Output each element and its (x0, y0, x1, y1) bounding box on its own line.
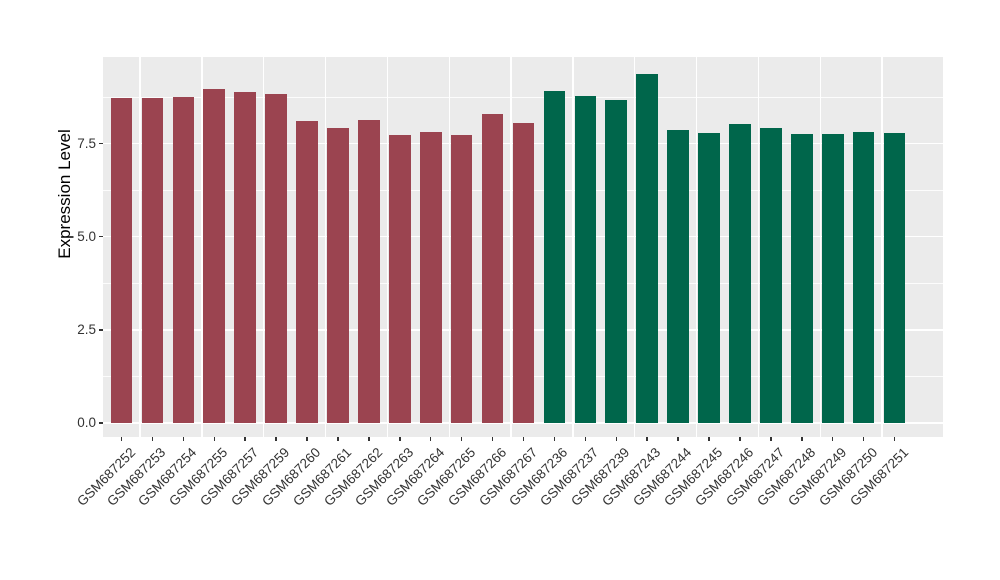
bar-GSM687267 (512, 123, 535, 423)
x-tick-mark (831, 437, 834, 441)
bar-GSM687265 (450, 134, 473, 423)
x-tick-mark (151, 437, 154, 441)
gridline-vertical (572, 57, 574, 437)
bar-GSM687243 (636, 73, 658, 423)
y-tick-label-2.5: 2.5 (77, 321, 96, 337)
bar-GSM687259 (265, 94, 287, 423)
x-tick-mark (368, 437, 370, 441)
x-tick-mark (120, 437, 123, 441)
bar-GSM687257 (234, 92, 257, 423)
gridline-vertical (386, 57, 389, 437)
y-tick-label-0.0: 0.0 (77, 415, 96, 430)
bar-GSM687236 (543, 91, 566, 423)
x-tick-mark (801, 437, 803, 441)
bar-GSM687239 (605, 100, 628, 423)
bar-GSM687253 (141, 97, 164, 423)
y-tick-mark (99, 422, 103, 424)
bar-GSM687262 (358, 119, 380, 423)
x-tick-mark (522, 437, 525, 441)
gridline-vertical (757, 57, 760, 437)
x-tick-mark (677, 437, 679, 441)
gridline-vertical (634, 57, 636, 437)
bar-GSM687251 (883, 133, 906, 423)
gridline-vertical (943, 57, 944, 437)
x-tick-mark (739, 437, 741, 441)
gridline-vertical (510, 57, 512, 437)
bar-GSM687261 (327, 128, 349, 423)
x-tick-mark (244, 437, 246, 441)
bar-GSM687254 (172, 96, 195, 423)
x-tick-mark (615, 437, 617, 441)
plot-panel (103, 57, 944, 437)
x-tick-mark (584, 437, 587, 441)
gridline-vertical (139, 57, 141, 437)
gridline-vertical (448, 57, 450, 437)
gridline-vertical (695, 57, 698, 437)
bar-GSM687247 (760, 128, 782, 423)
gridline-vertical (201, 57, 203, 437)
bar-GSM687255 (203, 89, 226, 423)
bar-GSM687260 (296, 121, 318, 423)
bar-GSM687264 (419, 131, 442, 423)
x-tick-mark (491, 437, 494, 441)
y-tick-mark (99, 142, 103, 145)
bar-GSM687266 (481, 114, 504, 423)
gridline-vertical (881, 57, 883, 437)
bar-GSM687248 (790, 133, 813, 423)
bar-GSM687245 (698, 132, 720, 423)
x-tick-mark (182, 437, 185, 441)
bar-GSM687249 (821, 133, 844, 423)
y-tick-label-7.5: 7.5 (77, 135, 96, 151)
x-tick-mark (306, 437, 308, 441)
bar-GSM687244 (667, 129, 689, 423)
bar-GSM687250 (852, 131, 875, 423)
gridline-vertical (819, 57, 821, 437)
x-tick-mark (213, 437, 216, 441)
bar-GSM687246 (729, 123, 751, 423)
bar-GSM687263 (389, 134, 411, 423)
bar-GSM687252 (110, 97, 133, 423)
y-tick-mark (99, 235, 103, 238)
x-tick-mark (708, 437, 710, 441)
x-tick-mark (862, 437, 865, 441)
bar-GSM687237 (574, 95, 597, 423)
gridline-vertical (263, 57, 265, 437)
x-tick-mark (337, 437, 339, 441)
x-tick-mark (399, 437, 401, 441)
x-tick-mark (893, 437, 896, 441)
y-tick-label-5.0: 5.0 (77, 228, 96, 244)
x-tick-mark (770, 437, 772, 441)
x-tick-mark (553, 437, 556, 441)
y-tick-mark (99, 329, 103, 331)
x-tick-mark (646, 437, 648, 441)
x-tick-mark (275, 437, 277, 441)
x-tick-mark (429, 437, 432, 441)
gridline-minor (103, 97, 944, 98)
x-tick-mark (460, 437, 463, 441)
gridline-vertical (324, 57, 327, 437)
